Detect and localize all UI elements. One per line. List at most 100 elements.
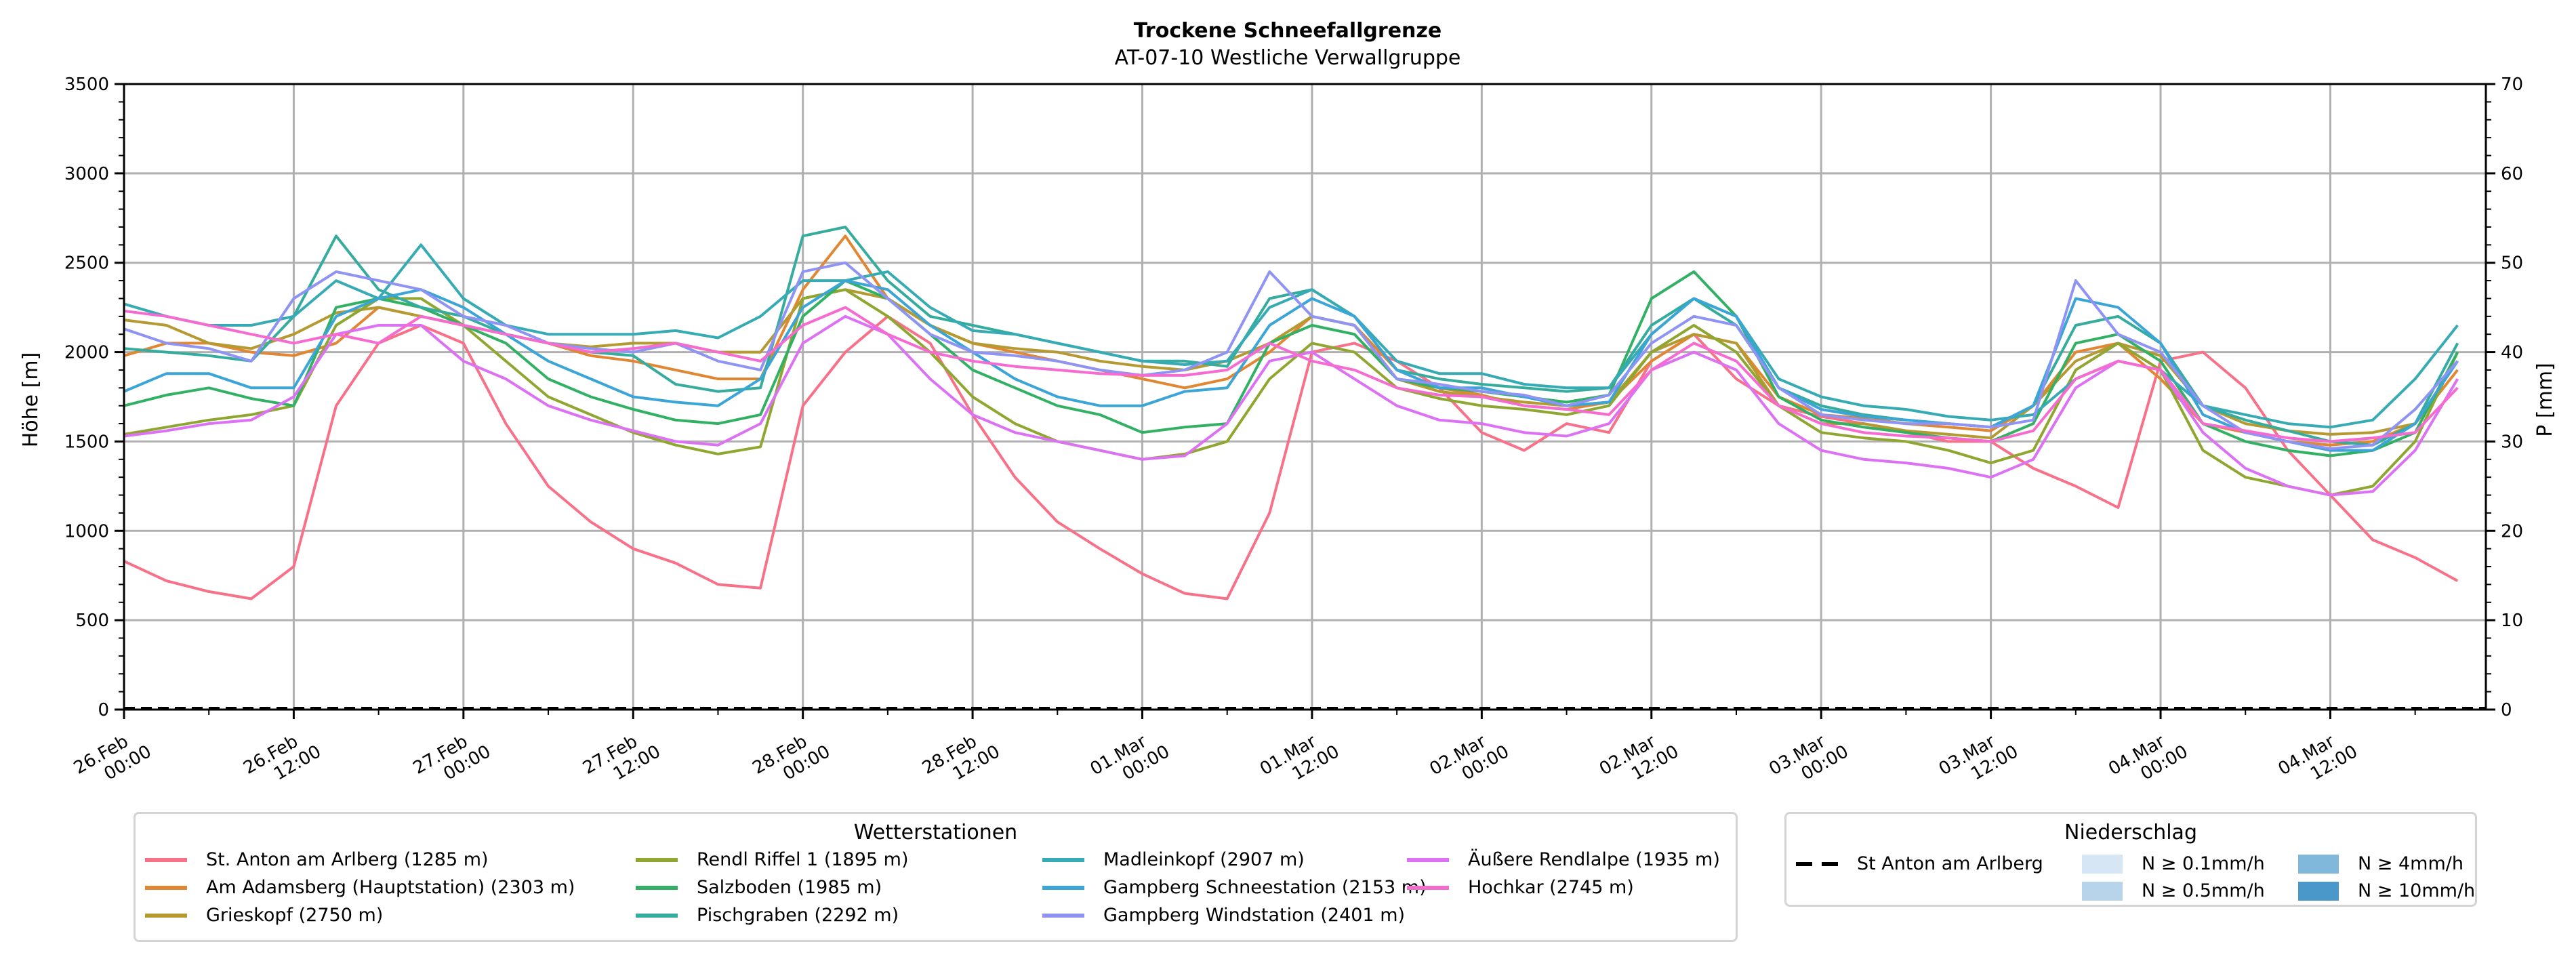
y-tick-label: 500: [75, 611, 109, 631]
legend-item-station: Pischgraben (2292 m): [636, 905, 899, 926]
legend-label: Gampberg Schneestation (2153 m): [1103, 877, 1427, 898]
y-tick-label: 2000: [64, 343, 109, 363]
legend-item-precip-class: N ≥ 0.5mm/h: [2082, 880, 2265, 901]
y-tick-label: 3000: [64, 164, 109, 184]
legend-item-station: Salzboden (1985 m): [636, 877, 882, 898]
legend-item-precip-class: N ≥ 10mm/h: [2298, 880, 2475, 901]
legend-precipitation: Niederschlag St Anton am Arlberg N ≥ 0.1…: [1784, 812, 2477, 907]
series-line-1: [123, 314, 2459, 600]
legend-item-precip-class: N ≥ 0.1mm/h: [2082, 853, 2265, 874]
x-tick-label: 28.Feb00:00: [749, 724, 834, 796]
x-tick-label: 03.Mar00:00: [1765, 724, 1852, 797]
y-tick-label: 0: [98, 700, 109, 720]
x-tick-label: 27.Feb00:00: [410, 724, 495, 796]
series-line-2: [123, 234, 2459, 447]
legend-item-precip-class: N ≥ 4mm/h: [2298, 853, 2463, 874]
legend-title-stations: Wetterstationen: [853, 821, 1018, 844]
y-tick-label-right: 70: [2501, 75, 2523, 95]
legend-line-swatch: [1042, 885, 1084, 890]
y-axis-left: 0 500 1000 1500 2000 2500 3000 3500: [64, 75, 124, 720]
y-tick-label: 2500: [64, 253, 109, 274]
legend-item-station: St. Anton am Arlberg (1285 m): [145, 849, 489, 870]
x-tick-label: 04.Mar12:00: [2275, 724, 2361, 797]
series-line-7: [123, 243, 2459, 429]
dashed-line-swatch: [1796, 861, 1838, 866]
plot-frame: [123, 83, 2487, 711]
chart-title: Trockene Schneefallgrenze: [1134, 19, 1442, 43]
y-tick-label-right: 50: [2501, 253, 2523, 274]
y-tick-label-right: 0: [2501, 700, 2512, 720]
y-tick-label-right: 40: [2501, 343, 2523, 363]
legend-line-swatch: [1407, 885, 1449, 890]
y-tick-label-right: 30: [2501, 432, 2523, 452]
legend-label: St Anton am Arlberg: [1857, 853, 2043, 874]
legend-item-station: Madleinkopf (2907 m): [1042, 849, 1305, 870]
legend-item-station: Am Adamsberg (Hauptstation) (2303 m): [145, 877, 575, 898]
precip-swatch: [2082, 854, 2123, 874]
legend-label: Äußere Rendlalpe (1935 m): [1468, 849, 1720, 870]
x-tick-label: 03.Mar12:00: [1936, 724, 2022, 797]
x-axis: 26.Feb00:00 26.Feb12:00 27.Feb00:00 27.Feb1…: [70, 710, 2416, 797]
precip-swatch: [2298, 854, 2339, 874]
y-tick-label: 3500: [64, 75, 109, 95]
legend-label: N ≥ 10mm/h: [2358, 880, 2476, 901]
y-tick-label-right: 20: [2501, 521, 2523, 541]
legend-label: Hochkar (2745 m): [1468, 877, 1634, 898]
legend-item-station: Äußere Rendlalpe (1935 m): [1407, 849, 1720, 870]
series-line-8: [123, 279, 2459, 452]
legend-line-swatch: [1042, 913, 1084, 918]
legend-line-swatch: [1042, 857, 1084, 862]
legend-label: Grieskopf (2750 m): [206, 905, 384, 926]
series-layer: [123, 226, 2459, 600]
legend-line-swatch: [145, 857, 187, 862]
legend-item-station: Hochkar (2745 m): [1407, 877, 1634, 898]
legend-line-swatch: [636, 885, 678, 890]
legend-item-station: Grieskopf (2750 m): [145, 905, 383, 926]
legend-item-station: Gampberg Windstation (2401 m): [1042, 905, 1405, 926]
grid-lines: [124, 84, 2486, 710]
chart-subtitle: AT-07-10 Westliche Verwallgruppe: [1115, 46, 1461, 70]
x-tick-label: 26.Feb00:00: [70, 724, 155, 796]
x-tick-label: 04.Mar00:00: [2105, 724, 2191, 797]
y-tick-label-right: 10: [2501, 611, 2523, 631]
legend-label: St. Anton am Arlberg (1285 m): [206, 849, 489, 870]
y-axis-label-right: P [mm]: [2533, 363, 2557, 436]
x-tick-label: 28.Feb12:00: [919, 724, 1004, 796]
legend-label: N ≥ 4mm/h: [2358, 853, 2463, 874]
legend-item-precip-line: St Anton am Arlberg: [1796, 853, 2043, 874]
x-tick-label: 27.Feb12:00: [579, 724, 664, 796]
legend-weather-stations: Wetterstationen St. Anton am Arlberg (12…: [134, 812, 1738, 942]
legend-line-swatch: [145, 885, 187, 890]
legend-title-precip: Niederschlag: [2064, 821, 2197, 844]
x-tick-label: 26.Feb12:00: [240, 724, 325, 796]
x-tick-label: 02.Mar00:00: [1427, 724, 1513, 797]
legend-line-swatch: [636, 857, 678, 862]
legend-label: Madleinkopf (2907 m): [1103, 849, 1305, 870]
legend-line-swatch: [636, 913, 678, 918]
x-tick-label: 01.Mar12:00: [1256, 724, 1343, 797]
legend-line-swatch: [1407, 857, 1449, 862]
series-line-5: [123, 270, 2459, 457]
legend-label: N ≥ 0.1mm/h: [2142, 853, 2265, 874]
series-line-11: [123, 306, 2459, 443]
series-line-10: [123, 314, 2459, 497]
precip-swatch: [2082, 881, 2123, 901]
legend-label: Gampberg Windstation (2401 m): [1103, 905, 1406, 926]
legend-label: N ≥ 0.5mm/h: [2142, 880, 2265, 901]
y-axis-right: 0 10 20 30 40 50 60 70: [2486, 75, 2523, 720]
legend-label: Pischgraben (2292 m): [697, 905, 899, 926]
y-tick-label: 1000: [64, 521, 109, 541]
legend-item-station: Gampberg Schneestation (2153 m): [1042, 877, 1427, 898]
y-tick-label-right: 60: [2501, 164, 2523, 184]
legend-label: Am Adamsberg (Hauptstation) (2303 m): [206, 877, 575, 898]
y-axis-label-left: Höhe [m]: [19, 352, 43, 448]
legend-label: Rendl Riffel 1 (1895 m): [697, 849, 909, 870]
series-line-9: [123, 261, 2459, 450]
legend-item-station: Rendl Riffel 1 (1895 m): [636, 849, 908, 870]
precip-swatch: [2298, 881, 2339, 901]
legend-line-swatch: [145, 913, 187, 918]
x-tick-label: 01.Mar00:00: [1087, 724, 1173, 797]
x-tick-label: 02.Mar12:00: [1596, 724, 1682, 797]
legend-label: Salzboden (1985 m): [697, 877, 882, 898]
